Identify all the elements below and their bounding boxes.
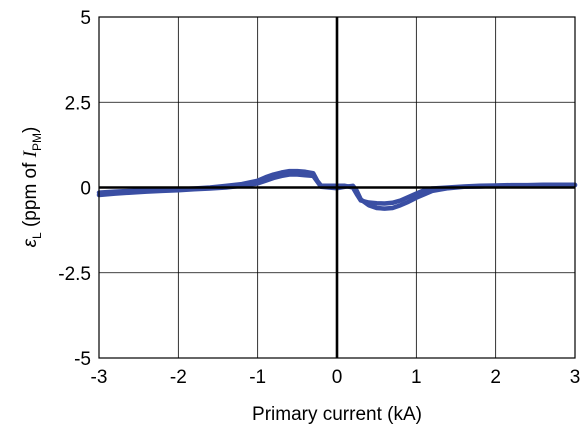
plot-frame bbox=[98, 16, 576, 359]
zero-lines bbox=[99, 17, 575, 358]
y-tick-label: 5 bbox=[80, 8, 91, 29]
y-axis-symbol-subscript: L bbox=[30, 232, 44, 239]
x-tick-label: -3 bbox=[91, 367, 108, 388]
x-tick-label: 0 bbox=[332, 367, 343, 388]
y-axis-symbol: ε bbox=[20, 238, 41, 247]
x-axis-title: Primary current (kA) bbox=[252, 404, 422, 425]
x-tick-label: 3 bbox=[570, 367, 581, 388]
x-tick-label: 2 bbox=[490, 367, 501, 388]
x-tick-labels: -3 -2 -1 0 1 2 3 bbox=[91, 367, 581, 388]
y-tick-label: 0 bbox=[80, 179, 91, 200]
y-tick-labels: -5 -2.5 0 2.5 5 bbox=[58, 8, 91, 370]
y-tick-label: 2.5 bbox=[65, 93, 91, 114]
x-tick-label: 1 bbox=[411, 367, 422, 388]
y-axis-text-after: ) bbox=[20, 127, 41, 133]
y-axis-italic-subscript: PM bbox=[30, 133, 44, 151]
y-tick-label: -5 bbox=[74, 349, 91, 370]
y-axis-title: εL (ppm of IPM) bbox=[20, 127, 44, 248]
y-tick-label: -2.5 bbox=[58, 264, 91, 285]
x-tick-label: -2 bbox=[170, 367, 187, 388]
y-axis-italic: I bbox=[20, 149, 41, 158]
x-tick-label: -1 bbox=[249, 367, 266, 388]
y-axis-text-before: (ppm of bbox=[20, 157, 41, 232]
